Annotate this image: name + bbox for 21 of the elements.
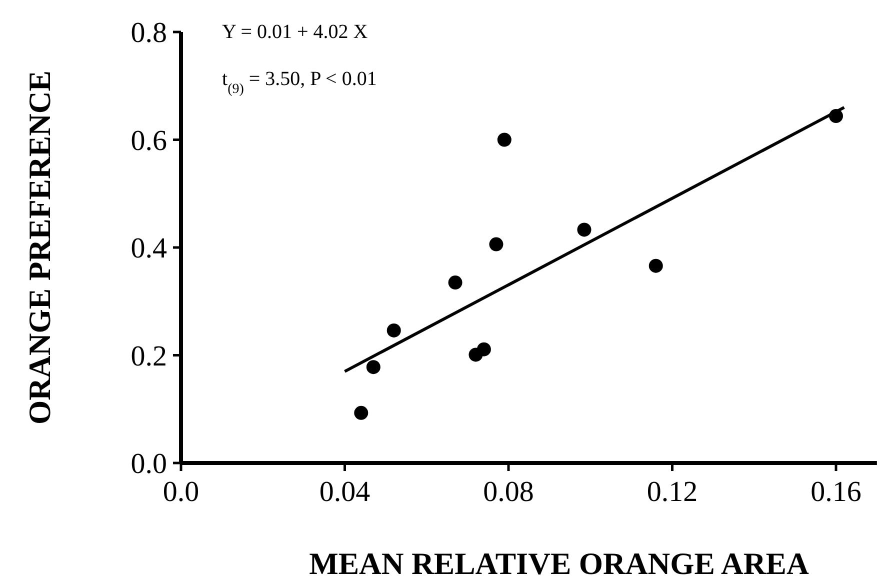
x-tick-label: 0.16 (810, 476, 862, 508)
x-tick-label: 0.04 (319, 476, 371, 508)
x-tick-label: 0.12 (646, 476, 698, 508)
point (366, 360, 380, 374)
point (648, 258, 663, 273)
point (497, 132, 512, 147)
point (386, 323, 401, 338)
x-axis-title: MEAN RELATIVE ORANGE AREA (309, 546, 810, 581)
point (476, 342, 491, 356)
point (354, 406, 368, 420)
y-axis-title: ORANGE PREFERENCE (22, 70, 57, 424)
y-tick-label: 0.4 (130, 232, 168, 265)
point (489, 237, 504, 252)
annotation: Y = 0.01 + 4.02 X (222, 21, 368, 43)
x-tick-label: 0.08 (483, 476, 534, 508)
y-tick-label: 0.6 (130, 124, 167, 157)
annotation: t$_{(9)}$ = 3.50, P < 0.01 (222, 68, 377, 96)
point (577, 222, 592, 237)
y-tick-label: 0.2 (130, 340, 167, 372)
y-tick-label: 0.8 (130, 17, 167, 50)
point (448, 276, 462, 290)
